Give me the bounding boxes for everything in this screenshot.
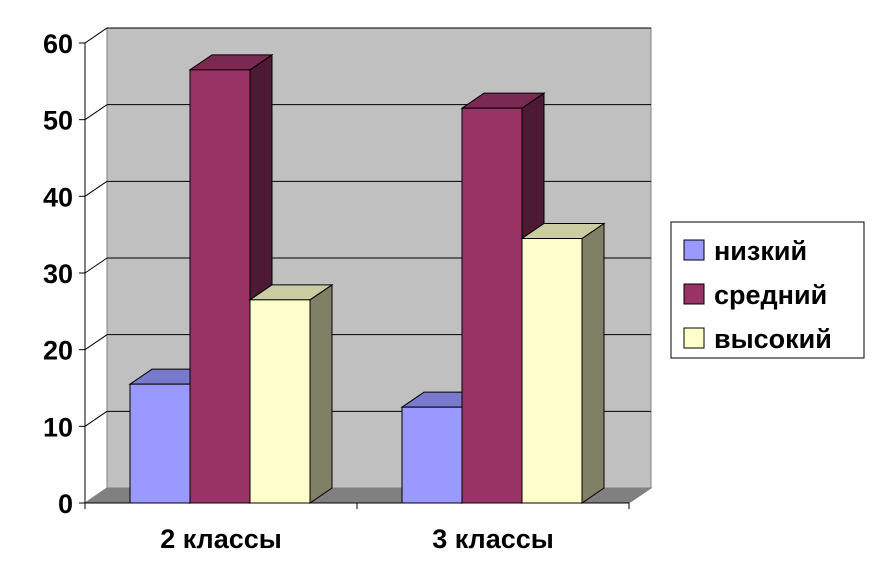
- x-tick-label: 2 классы: [160, 524, 282, 554]
- y-tick-label: 0: [58, 489, 73, 519]
- legend-swatch: [683, 239, 705, 261]
- bar-side: [309, 283, 333, 504]
- y-tick-label: 50: [43, 106, 73, 136]
- gridline-side: [84, 257, 108, 274]
- gridline-side: [84, 180, 108, 197]
- legend-label: средний: [714, 280, 827, 310]
- legend-label: высокий: [714, 324, 832, 354]
- bar: [249, 299, 311, 504]
- legend-swatch: [683, 283, 705, 305]
- y-tick-label: 30: [43, 259, 73, 289]
- legend-label: низкий: [714, 236, 807, 266]
- y-tick-label: 60: [43, 29, 73, 59]
- bar: [129, 383, 191, 504]
- gridline-side: [84, 27, 108, 44]
- y-tick-label: 10: [43, 412, 73, 442]
- gridline-side: [84, 104, 108, 121]
- x-tick-label: 3 классы: [432, 524, 554, 554]
- legend-swatch: [683, 327, 705, 349]
- gridline-side: [84, 410, 108, 427]
- y-tick-label: 40: [43, 182, 73, 212]
- gridline-side: [84, 334, 108, 351]
- bar: [401, 406, 463, 504]
- bar-side: [581, 222, 605, 504]
- bar: [521, 238, 583, 504]
- bar: [189, 69, 251, 504]
- y-tick-label: 20: [43, 336, 73, 366]
- bar: [461, 107, 523, 504]
